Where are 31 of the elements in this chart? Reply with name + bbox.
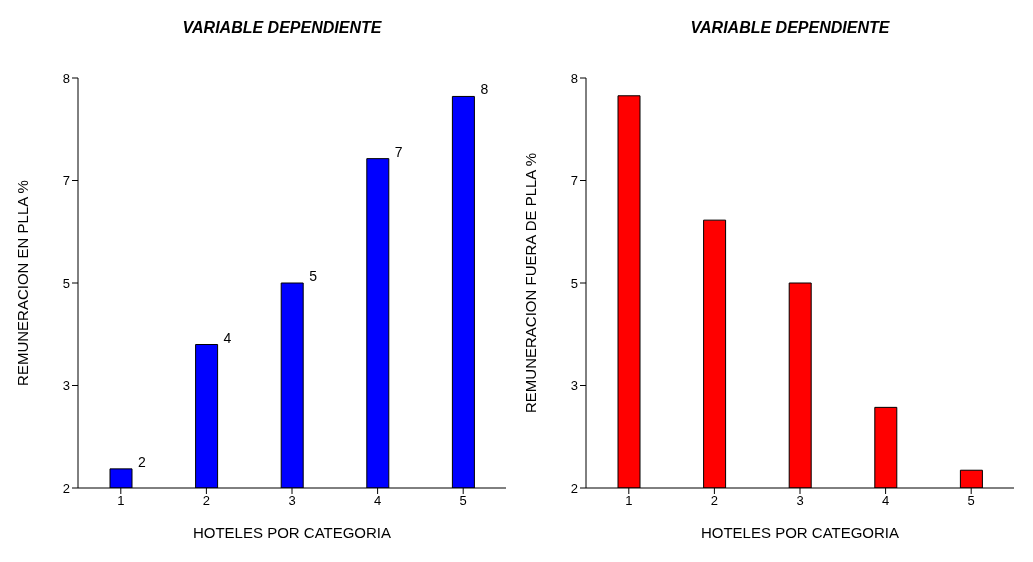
y-tick-label: 7 [570,173,578,189]
y-tick-label: 8 [570,70,578,86]
y-tick-label: 7 [62,173,70,189]
y-axis-title: REMUNERACION EN PLLA % [14,180,32,386]
x-tick-label: 5 [967,493,975,509]
data-label: 8 [480,81,489,98]
chart-title: VARIABLE DEPENDIENTE [689,18,891,38]
data-label: 7 [394,143,403,160]
x-tick-label: 3 [796,493,804,509]
x-axis-title: HOTELES POR CATEGORIA [192,524,392,541]
y-tick-label: 2 [570,480,578,496]
data-label: 2 [138,453,146,470]
y-tick-label: 8 [62,70,70,86]
x-tick-label: 2 [710,493,719,509]
x-axis-title: HOTELES POR CATEGORIA [700,524,900,541]
y-tick-label: 3 [62,378,70,394]
y-tick-label: 2 [62,480,70,496]
x-tick-label: 5 [459,493,467,509]
x-tick-label: 1 [117,493,125,509]
x-tick-label: 2 [202,493,211,509]
y-tick-label: 5 [62,275,70,291]
x-tick-label: 1 [625,493,633,509]
x-tick-label: 3 [288,493,296,509]
chart-title: VARIABLE DEPENDIENTE [181,18,383,38]
data-label: 5 [309,268,318,284]
y-axis-title: REMUNERACION FUERA DE PLLA % [522,152,540,414]
x-tick-label: 4 [373,493,382,509]
x-tick-label: 4 [881,493,890,509]
y-tick-label: 3 [570,378,578,394]
y-tick-label: 5 [570,275,578,291]
data-label: 4 [223,329,232,346]
